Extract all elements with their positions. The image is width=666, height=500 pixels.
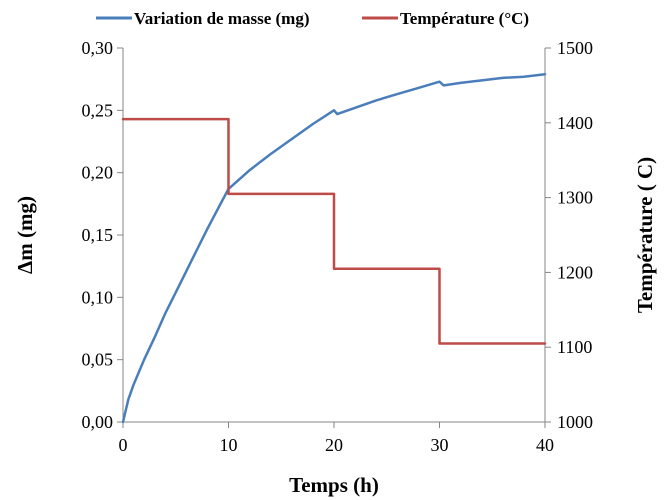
y2-tick-label: 1300 [557,188,593,208]
series-line-mass [121,72,547,424]
y2-tick-label: 1200 [557,262,593,282]
y2-tick-label: 1400 [557,113,593,133]
x-tick-label: 0 [119,435,128,455]
y2-tick-label: 1100 [557,337,592,357]
legend: Variation de masse (mg) Température (°C) [96,9,529,28]
series-line-temperature [121,117,547,345]
series-layer [121,72,547,424]
x-tick-label: 40 [536,435,554,455]
legend-label-temperature: Température (°C) [400,9,529,28]
y-axis-title: Δm (mg) [13,196,37,274]
y2-axis-title: Température ( C) [633,157,657,313]
y-tick-label: 0,10 [82,287,114,307]
y2-tick-label: 1500 [557,38,593,58]
y2-tick-label: 1000 [557,412,593,432]
y-tick-label: 0,20 [82,163,114,183]
y-tick-label: 0,00 [82,412,114,432]
x-tick-label: 30 [431,435,449,455]
x-axis-title: Temps (h) [289,473,379,497]
legend-label-mass: Variation de masse (mg) [134,9,310,28]
tick-layer: 0,00 0,05 0,10 0,15 0,20 0,25 0,30 1000 1100 1200… [82,38,594,455]
y-tick-label: 0,30 [82,38,114,58]
y-tick-label: 0,05 [82,350,114,370]
y-tick-label: 0,25 [82,100,114,120]
x-tick-label: 10 [220,435,238,455]
x-tick-label: 20 [325,435,343,455]
y-tick-label: 0,15 [82,225,114,245]
